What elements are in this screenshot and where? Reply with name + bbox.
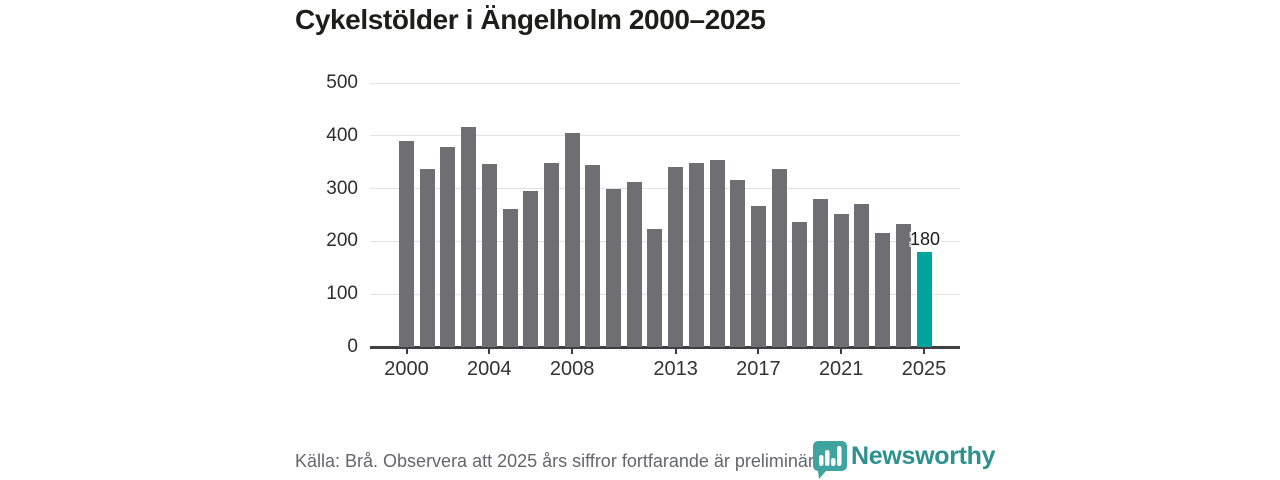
y-tick-label-200: 200 xyxy=(326,230,358,252)
bar-2023 xyxy=(875,233,891,347)
x-tick-label-2008: 2008 xyxy=(549,358,595,380)
highlight-value-label: 180 xyxy=(909,228,941,249)
newsworthy-bar-chart-bubble-icon xyxy=(813,441,847,479)
bar-2016 xyxy=(730,180,746,347)
bar-2000 xyxy=(399,141,414,347)
bar-2021 xyxy=(833,214,849,347)
x-tick-2013 xyxy=(674,348,677,354)
bar-2019 xyxy=(792,222,808,347)
gridline-400 xyxy=(370,135,960,137)
bar-2005 xyxy=(502,208,518,347)
bar-2018 xyxy=(771,169,787,347)
plot-area: 180 xyxy=(370,82,960,349)
gridline-500 xyxy=(370,82,960,84)
bar-2010 xyxy=(606,188,621,347)
x-axis-line xyxy=(370,346,960,349)
x-tick-2008 xyxy=(571,348,574,354)
x-tick-label-2021: 2021 xyxy=(818,358,864,380)
page-title: Cykelstölder i Ängelholm 2000–2025 xyxy=(295,4,766,35)
bar-2006 xyxy=(523,190,539,347)
bar-2015 xyxy=(709,159,725,347)
x-tick-label-2004: 2004 xyxy=(467,358,512,380)
bar-2012 xyxy=(647,228,663,347)
y-tick-label-0: 0 xyxy=(347,336,358,357)
bar-2011 xyxy=(626,181,642,347)
x-tick-label-2017: 2017 xyxy=(736,358,781,380)
x-tick-2004 xyxy=(488,348,491,354)
bar-2002 xyxy=(440,146,456,347)
gridline-200 xyxy=(370,240,960,242)
bar-2022 xyxy=(854,203,870,347)
bar-2013 xyxy=(668,166,684,347)
bar-2024 xyxy=(895,223,911,347)
bar-2014 xyxy=(688,163,704,347)
x-tick-2000 xyxy=(405,348,408,354)
y-tick-label-300: 300 xyxy=(326,177,358,199)
y-tick-label-100: 100 xyxy=(326,283,358,305)
x-tick-label-2000: 2000 xyxy=(384,358,429,380)
x-tick-label-2013: 2013 xyxy=(653,358,698,380)
bar-2008 xyxy=(564,132,580,347)
x-tick-2025 xyxy=(923,348,925,354)
bar-2009 xyxy=(585,165,601,347)
bar-2001 xyxy=(419,168,435,347)
bar-2007 xyxy=(543,163,559,347)
gridline-300 xyxy=(370,188,960,190)
newsworthy-wordmark: Newsworthy xyxy=(851,442,996,470)
x-tick-2021 xyxy=(840,348,843,354)
newsworthy-logo: Newsworthy xyxy=(812,440,996,480)
y-tick-label-400: 400 xyxy=(326,124,358,146)
bar-2004 xyxy=(481,163,497,347)
bar-2017 xyxy=(750,205,766,347)
bar-2003 xyxy=(461,126,477,347)
gridline-100 xyxy=(370,293,960,295)
x-tick-2017 xyxy=(757,348,760,354)
y-tick-label-500: 500 xyxy=(326,72,358,93)
source-note: Källa: Brå. Observera att 2025 års siffr… xyxy=(295,451,829,471)
x-tick-label-2025: 2025 xyxy=(901,358,947,380)
bar-2025 xyxy=(916,251,932,347)
bar-2020 xyxy=(813,199,828,347)
